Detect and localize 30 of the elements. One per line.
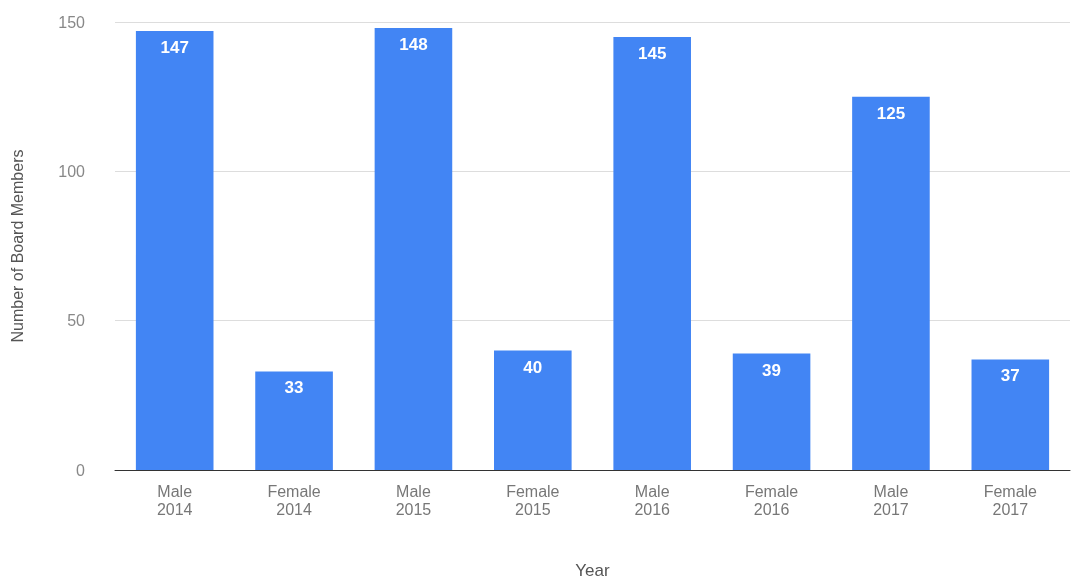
bar	[852, 96, 930, 470]
bar	[613, 36, 691, 470]
bar	[135, 30, 214, 470]
x-tick-label: Female 2014	[267, 482, 321, 518]
data-label: 125	[876, 103, 906, 123]
bar	[494, 350, 572, 470]
y-tick-label: 0	[76, 461, 86, 479]
x-tick-label: Male 2017	[873, 482, 909, 518]
data-label: 37	[1000, 366, 1020, 386]
data-label: 40	[523, 357, 543, 377]
x-tick-label: Female 2017	[983, 482, 1038, 518]
bar	[732, 353, 811, 470]
y-tick-label: 50	[67, 312, 86, 330]
bar	[374, 27, 453, 470]
data-label: 148	[399, 34, 428, 54]
x-axis-title: Year	[575, 561, 611, 580]
x-tick-label: Male 2014	[156, 482, 193, 518]
x-tick-label: Female 2016	[744, 482, 799, 518]
y-tick-label: 150	[58, 13, 86, 31]
data-label: 147	[160, 37, 189, 57]
x-tick-label: Female 2015	[506, 482, 560, 518]
data-label: 33	[284, 378, 304, 398]
data-label: 39	[762, 360, 782, 380]
y-tick-label: 100	[58, 162, 86, 180]
bar	[971, 359, 1050, 470]
x-tick-label: Male 2015	[395, 482, 432, 518]
data-label: 145	[638, 43, 667, 63]
bar	[255, 371, 333, 470]
y-axis-title: Number of Board Members	[8, 149, 26, 343]
x-tick-label: Male 2016	[634, 482, 671, 518]
